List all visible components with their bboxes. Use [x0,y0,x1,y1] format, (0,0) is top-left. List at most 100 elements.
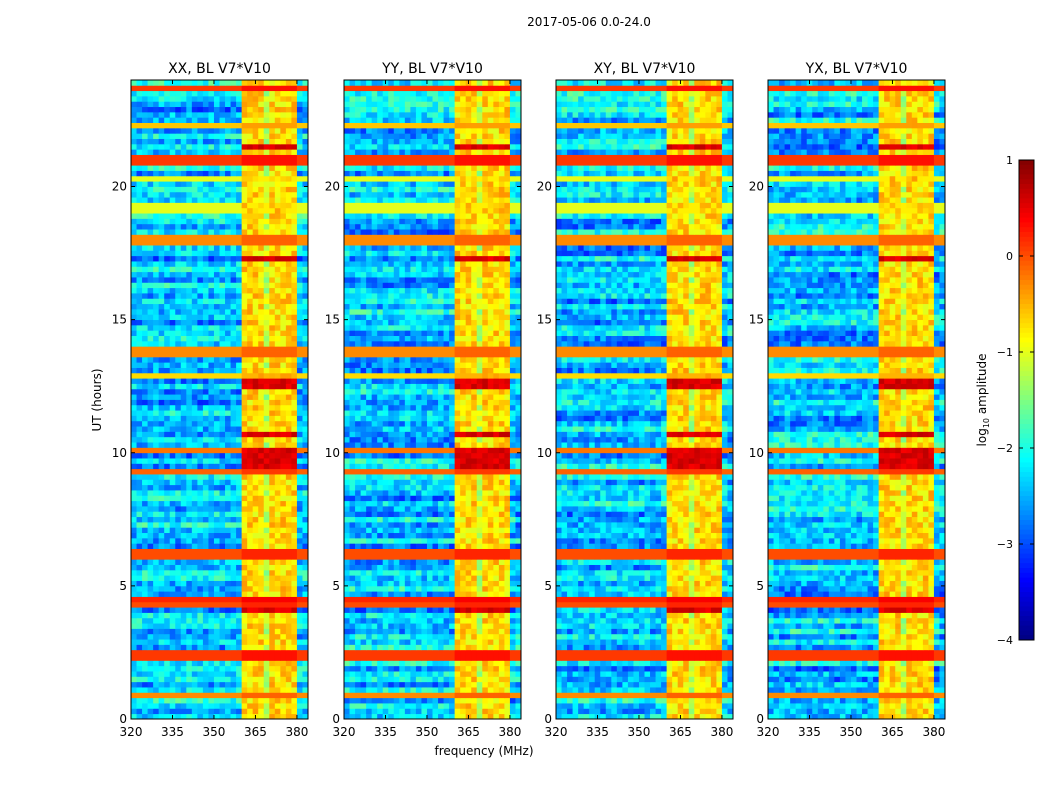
heatmap-cell [280,665,287,672]
heatmap-cell [202,314,209,321]
heatmap-cell [349,564,356,571]
heatmap-cell [236,415,243,422]
heatmap-cell [197,117,204,123]
heatmap-cell [302,617,309,624]
heatmap-cell [153,607,160,613]
heatmap-cell [247,404,254,411]
heatmap-cell [296,463,303,470]
heatmap-cell [219,308,226,315]
heatmap-cell [164,293,171,299]
heatmap-cell [219,255,226,262]
heatmap-cell [225,202,231,209]
heatmap-cell [493,665,500,672]
heatmap-cell [131,181,137,187]
heatmap-cell [274,415,281,422]
heatmap-cell [208,165,215,171]
heatmap-cell [274,170,281,177]
heatmap-cell [285,308,292,315]
heatmap-cell [142,452,148,459]
heatmap-cell [225,340,231,347]
heatmap-cell [230,340,237,347]
heatmap-cell [449,639,456,645]
heatmap-cell [366,676,373,683]
heatmap-cell [258,521,265,528]
heatmap-cell [213,516,220,523]
heatmap-cell [230,346,237,352]
heatmap-cell [410,644,417,651]
heatmap-cell [393,713,400,720]
heatmap-cell [180,676,187,683]
heatmap-cell [460,644,467,651]
heatmap-cell [164,591,171,597]
heatmap-cell [371,601,378,608]
heatmap-cell [202,154,209,161]
heatmap-cell [247,564,254,571]
heatmap-cell [366,569,373,576]
heatmap-cell [415,692,422,699]
heatmap-cell [388,687,395,693]
heatmap-cell [131,553,137,560]
heatmap-cell [410,559,417,565]
heatmap-cell [202,543,209,549]
heatmap-cell [465,564,472,571]
heatmap-cell [169,351,176,358]
heatmap-cell [191,484,198,491]
heatmap-cell [296,649,303,656]
heatmap-cell [285,106,292,113]
heatmap-cell [471,612,478,619]
heatmap-cell [382,628,389,635]
heatmap-cell [280,367,287,374]
heatmap-cell [296,234,303,241]
heatmap-cell [169,569,176,576]
heatmap-cell [202,372,209,379]
heatmap-cell [252,665,259,672]
heatmap-cell [393,591,400,597]
heatmap-cell [252,516,259,523]
heatmap-cell [460,585,467,592]
heatmap-cell [225,324,231,331]
heatmap-cell [225,308,231,315]
heatmap-cell [426,532,433,539]
heatmap-cell [191,591,198,597]
heatmap-cell [147,303,154,310]
heatmap-cell [377,649,384,656]
heatmap-cell [371,655,378,661]
heatmap-cell [393,537,400,544]
heatmap-cell [291,388,298,395]
heatmap-cell [164,85,171,92]
heatmap-cell [504,623,511,629]
heatmap-cell [158,447,165,454]
heatmap-cell [285,713,292,720]
heatmap-cell [410,649,417,656]
heatmap-cell [460,537,467,544]
heatmap-cell [349,649,356,656]
heatmap-cell [208,431,215,438]
heatmap-cell [252,127,259,134]
heatmap-cell [136,293,143,299]
heatmap-cell [269,543,276,549]
heatmap-cell [153,85,160,92]
heatmap-cell [236,197,243,203]
heatmap-cell [252,458,259,464]
heatmap-cell [131,500,137,507]
heatmap-cell [258,367,265,374]
heatmap-cell [191,335,198,342]
heatmap-cell [208,521,215,528]
heatmap-cell [202,213,209,219]
heatmap-cell [280,293,287,299]
heatmap-cell [169,431,176,438]
heatmap-cell [487,676,494,683]
heatmap-cell [136,106,143,113]
heatmap-cell [355,553,361,560]
heatmap-cell [236,95,243,102]
heatmap-cell [175,138,182,145]
heatmap-cell [493,628,500,635]
heatmap-cell [136,703,143,709]
heatmap-cell [263,649,270,656]
heatmap-cell [296,633,303,640]
heatmap-cell [219,521,226,528]
heatmap-cell [186,431,193,438]
heatmap-cell [147,484,154,491]
heatmap-cell [219,537,226,544]
heatmap-cell [449,559,456,565]
